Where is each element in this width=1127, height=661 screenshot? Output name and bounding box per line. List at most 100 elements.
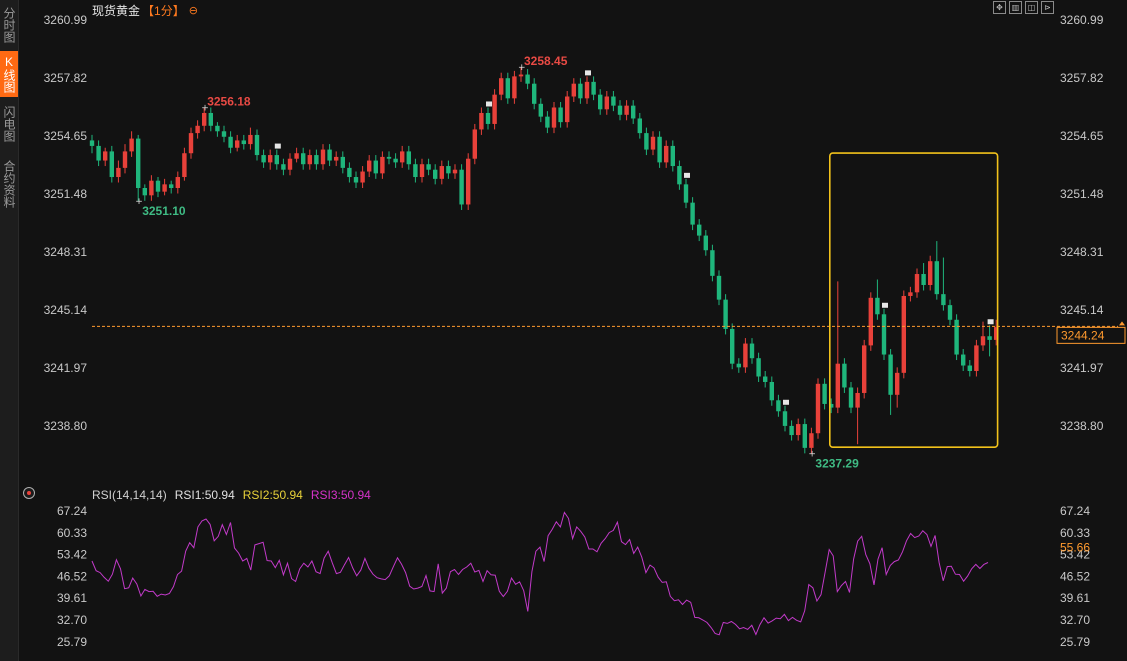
candle-body [888,354,893,395]
candle-body [901,295,906,373]
candle-body [241,140,246,145]
candle-body [96,145,101,161]
candle-body [188,133,194,154]
candle-body [809,433,814,448]
expand-icon[interactable]: ✥ [993,1,1006,14]
candle-body [598,94,603,110]
rsi1-value: RSI1:50.94 [174,488,235,502]
high-price-annotation: 3258.45 [524,54,568,68]
current-price-marker-icon [1119,321,1125,326]
candle-body [512,76,517,99]
candle-body [637,118,642,134]
candle-body [268,155,273,163]
candle-body [855,392,860,408]
candle-body [301,153,306,165]
candle-body [452,169,458,174]
candle-body [248,134,253,145]
candle-body [862,345,867,393]
chart-toolbar: ✥ ▥ ◫ ⊳ [993,1,1054,14]
candle-body [340,156,345,168]
candle-body [928,261,933,285]
rsi-axis-right-tick: 53.42 [1060,548,1090,562]
candle-body [373,160,378,174]
candle-body [961,354,966,366]
candle-body [228,136,233,148]
y-axis-right-tick: 3260.99 [1060,13,1104,27]
rsi-axis-left-tick: 60.33 [57,526,87,540]
candle-body [703,235,708,251]
rsi-legend: RSI(14,14,14) RSI1:50.94 RSI2:50.94 RSI3… [92,488,371,502]
chart-type-icon[interactable]: ▥ [1009,1,1022,14]
y-axis-left-tick: 3254.65 [44,129,88,143]
candle-body [967,365,972,372]
gear-icon[interactable]: ⊖ [188,4,198,17]
candle-body [426,164,431,170]
candle-body [314,155,319,165]
candle-body [802,424,807,448]
candle-body [743,343,748,368]
rsi-indicator-toggle-icon[interactable] [23,487,35,499]
candle-body [499,78,504,95]
tab-kline[interactable]: K线图 [0,51,18,97]
candle-body [538,103,543,117]
rsi-axis-left-tick: 25.79 [57,635,87,649]
y-axis-right-tick: 3251.48 [1060,187,1104,201]
candle-body [565,96,570,123]
candle-body [433,169,438,179]
replay-icon[interactable]: ⊳ [1041,1,1054,14]
rsi-axis-left-tick: 53.42 [57,548,87,562]
candle-body [221,131,227,137]
y-axis-left-tick: 3257.82 [44,71,88,85]
tab-timeshare[interactable]: 分时图 [2,7,16,43]
candle-body [175,177,180,189]
candle-body [723,299,728,329]
trade-flag-icon [274,143,281,149]
rsi2-value: RSI2:50.94 [242,488,303,502]
candle-body [670,145,675,167]
trade-flag-icon [783,399,789,405]
candle-body [103,151,108,161]
candle-body [657,136,662,163]
candle-body [505,78,510,99]
candle-body [624,105,629,115]
rsi-axis-right-tick: 60.33 [1060,526,1090,540]
candle-body [367,160,372,172]
candle-body [162,184,167,192]
candle-body [479,112,484,130]
candle-body [116,167,121,178]
candle-body [763,376,768,382]
candle-body [281,164,286,170]
period-selector[interactable]: 【1分】 [142,3,185,18]
candle-body [347,167,352,178]
candle-body [406,151,411,165]
candle-body [848,387,854,408]
y-axis-right-tick: 3254.65 [1060,129,1104,143]
y-axis-right-tick: 3238.80 [1060,419,1104,433]
trade-flag-icon [684,172,690,178]
candle-body [518,74,524,77]
tab-flash-chart[interactable]: 闪电图 [2,106,16,142]
candle-body [545,116,550,128]
rsi-axis-left-tick: 39.61 [57,591,87,605]
candle-body [941,294,946,306]
candle-body [578,83,583,99]
candle-body [334,156,339,161]
candle-body [235,140,240,148]
low-marker-icon: + [808,449,816,459]
candle-body [934,261,939,295]
candle-body [822,383,827,404]
y-axis-left-tick: 3241.97 [44,361,88,375]
rsi-axis-left-tick: 67.24 [57,504,87,518]
current-price-label: 3244.24 [1061,328,1105,342]
y-axis-left-tick: 3248.31 [44,245,88,259]
candle-body [769,381,774,401]
candle-body [472,129,477,159]
candle-body [664,145,669,163]
candle-body [584,81,590,99]
tab-contract-info[interactable]: 合约资料 [2,160,16,208]
trade-flag-icon [882,302,888,308]
low-price-annotation: 3237.29 [815,456,859,470]
candle-body [169,184,174,189]
split-icon[interactable]: ◫ [1025,1,1038,14]
